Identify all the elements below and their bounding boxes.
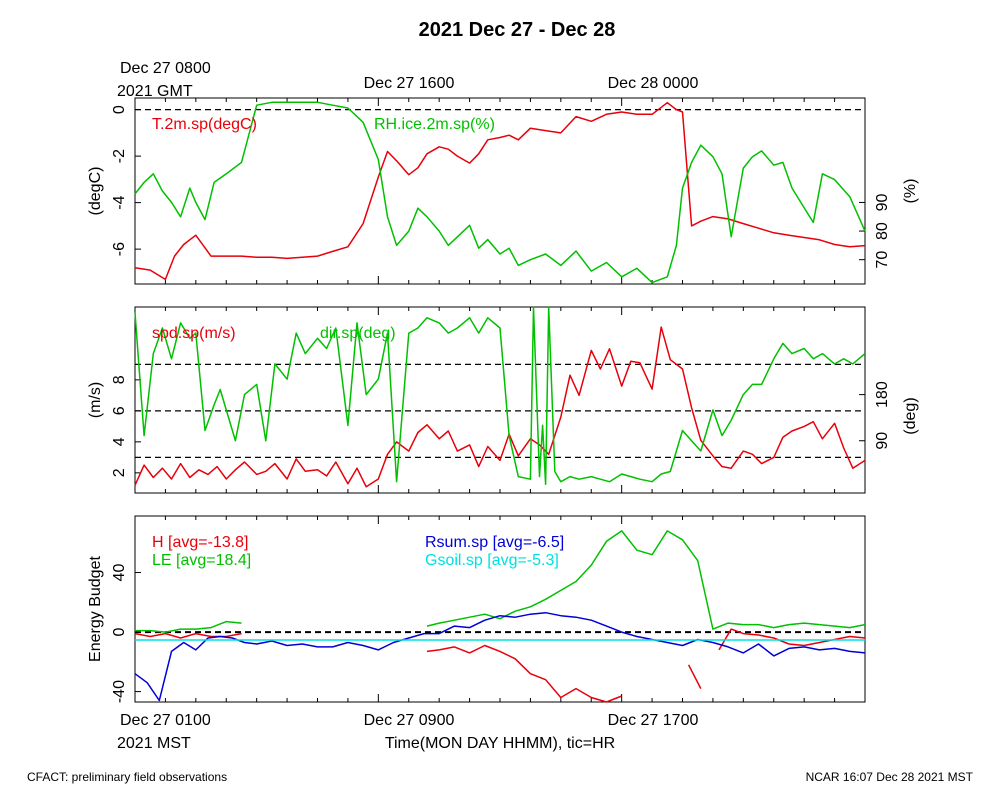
panel-1-series [134,101,866,284]
top-axis-label-2: Dec 27 1600 [364,75,455,92]
y-tick-label-left: 0 [111,628,128,637]
y-tick-label-left: -2 [111,149,128,163]
series-line-red [134,326,866,488]
panel-2-y-tick-labels-left: 8 6 4 2 [111,375,128,477]
legend-t2m: T.2m.sp(degC) [152,116,257,133]
y-tick-label-left: 0 [111,105,128,114]
footer-left: CFACT: preliminary field observations [27,770,227,784]
legend-rh-ice: RH.ice.2m.sp(%) [374,116,495,133]
panel-2-series [134,306,866,488]
y-tick-label-right: 90 [874,193,891,211]
series-line-red [687,664,702,689]
chart-title: 2021 Dec 27 - Dec 28 [419,19,616,41]
series-line-red [718,628,866,651]
bottom-axis-label-1-line2: 2021 MST [117,735,191,752]
panel-1-ylabel-left: (degC) [87,167,104,216]
footer-right: NCAR 16:07 Dec 28 2021 MST [806,770,974,784]
bottom-axis-label-2: Dec 27 0900 [364,712,455,729]
y-tick-label-right: 70 [874,251,891,269]
y-tick-label-left: 40 [111,564,128,582]
x-axis-title: Time(MON DAY HHMM), tic=HR [385,735,615,752]
top-axis-label-1-line1: Dec 27 0800 [120,60,211,77]
legend-h: H [avg=-13.8] [152,534,249,551]
panel-2-ticks [135,307,865,493]
panel-2-reference-lines [135,363,865,458]
bottom-axis-label-3: Dec 27 1700 [608,712,699,729]
y-tick-label-left: -4 [111,195,128,209]
panel-1-y-tick-labels-left: 0 -2 -4 -6 [111,105,128,256]
y-tick-label-left: 2 [111,468,128,477]
y-tick-label-left: -6 [111,242,128,256]
panel-2-y-tick-labels-right: 180 90 [874,381,891,449]
bottom-axis-label-1-line1: Dec 27 0100 [120,712,211,729]
panel-3-y-tick-labels-left: 40 0 -40 [111,564,128,704]
panel-1-ticks [135,98,865,284]
series-line-blue [134,611,866,702]
series-line-green [426,530,866,630]
top-axis-label-1-line2: 2021 GMT [117,83,193,100]
y-tick-label-right: 90 [874,432,891,450]
y-tick-label-left: 6 [111,406,128,415]
y-tick-label-left: 8 [111,375,128,384]
top-axis-label-3: Dec 28 0000 [608,75,699,92]
panel-3-ylabel-left: Energy Budget [87,556,104,662]
panel-1-y-tick-labels-right: 90 80 70 [874,193,891,268]
legend-spd: spd.sp(m/s) [152,325,236,342]
y-tick-label-right: 80 [874,222,891,240]
series-line-green [135,620,242,633]
panel-3-ticks [135,516,836,702]
panel-1-ylabel-right: (%) [902,179,919,204]
panel-2-ylabel-right: (deg) [902,397,919,434]
y-tick-label-right: 180 [874,381,891,408]
y-tick-label-left: 4 [111,437,128,446]
y-tick-label-left: -40 [111,680,128,703]
series-line-green [134,101,866,284]
panel-energy-budget: 40 0 -40 Energy Budget H [avg=-13.8] LE [a… [87,515,866,704]
legend-dir: dir.sp(deg) [320,325,396,342]
series-line-green [134,306,866,486]
legend-gsoil: Gsoil.sp [avg=-5.3] [425,552,559,569]
panel-wind: 8 6 4 2 180 90 (m/s) (deg) spd.sp(m/s) dir.s… [87,306,919,494]
series-line-red [134,101,866,281]
legend-rsum: Rsum.sp [avg=-6.5] [425,534,564,551]
series-line-red [426,644,622,703]
panel-2-ylabel-left: (m/s) [87,382,104,418]
panel-3-series [134,530,866,703]
legend-le: LE [avg=18.4] [152,552,251,569]
